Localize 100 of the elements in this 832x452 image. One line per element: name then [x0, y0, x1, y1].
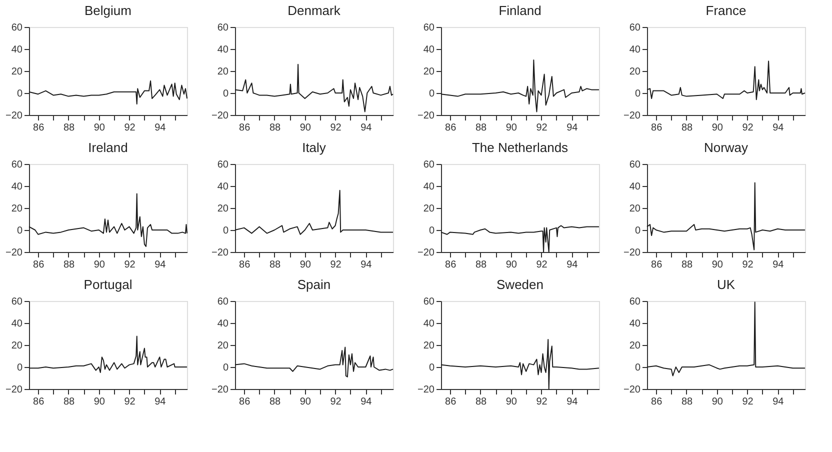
x-tick-label: 90 — [712, 396, 724, 408]
x-tick-label: 92 — [536, 260, 548, 270]
x-tick-label: 88 — [269, 122, 281, 134]
x-tick-label: 90 — [94, 260, 106, 270]
x-tick-label: 90 — [506, 122, 518, 134]
y-tick-label: 40 — [11, 182, 23, 192]
x-tick-label: 88 — [63, 122, 75, 134]
y-tick-label: −20 — [418, 384, 435, 396]
y-tick-label: −20 — [624, 110, 641, 122]
y-tick-label: 0 — [634, 362, 641, 374]
y-tick-label: −20 — [212, 110, 229, 122]
x-tick-label: 94 — [566, 260, 578, 270]
x-tick-label: 88 — [681, 122, 693, 134]
y-tick-label: 20 — [11, 66, 23, 78]
x-tick-label: 92 — [742, 122, 754, 134]
line-series — [440, 60, 600, 112]
x-tick-label: 88 — [269, 260, 281, 270]
y-tick-label: 0 — [222, 88, 229, 100]
x-tick-label: 88 — [475, 396, 487, 408]
x-tick-label: 94 — [772, 122, 784, 134]
x-tick-label: 86 — [445, 260, 457, 270]
y-tick-label: 60 — [423, 22, 435, 34]
x-tick-label: 86 — [445, 396, 457, 408]
y-tick-label: 20 — [423, 340, 435, 352]
y-tick-label: 0 — [634, 226, 641, 236]
x-tick-label: 86 — [239, 122, 251, 134]
chart-title: UK — [716, 277, 736, 292]
y-tick-label: 40 — [629, 182, 641, 192]
y-tick-label: 20 — [629, 204, 641, 214]
y-tick-label: 60 — [11, 22, 23, 34]
y-tick-label: 60 — [629, 160, 641, 170]
y-tick-label: 0 — [16, 88, 23, 100]
line-series — [234, 190, 394, 235]
x-tick-label: 94 — [360, 260, 372, 270]
chart-title: Belgium — [84, 3, 132, 18]
x-tick-label: 94 — [154, 260, 166, 270]
chart-title: Norway — [704, 140, 749, 155]
x-tick-label: 92 — [124, 396, 136, 408]
y-tick-label: 0 — [16, 362, 23, 374]
x-tick-label: 94 — [360, 396, 372, 408]
chart-title: Portugal — [84, 277, 132, 292]
x-tick-label: 86 — [651, 396, 663, 408]
y-tick-label: 40 — [11, 318, 23, 330]
x-tick-label: 94 — [566, 122, 578, 134]
y-tick-label: −20 — [418, 248, 435, 258]
x-tick-label: 90 — [94, 396, 106, 408]
x-tick-label: 92 — [536, 396, 548, 408]
x-tick-label: 92 — [742, 396, 754, 408]
y-tick-label: 40 — [423, 318, 435, 330]
x-tick-label: 94 — [566, 396, 578, 408]
y-tick-label: 40 — [423, 44, 435, 56]
y-tick-label: 40 — [629, 318, 641, 330]
chart-title: The Netherlands — [472, 140, 569, 155]
chart-title: Sweden — [496, 277, 544, 292]
chart-title: Spain — [297, 277, 331, 292]
x-tick-label: 88 — [63, 396, 75, 408]
x-tick-label: 94 — [360, 122, 372, 134]
y-tick-label: 20 — [11, 204, 23, 214]
x-tick-label: 86 — [33, 122, 45, 134]
y-tick-label: 60 — [217, 22, 229, 34]
y-tick-label: 40 — [423, 182, 435, 192]
y-tick-label: 60 — [11, 160, 23, 170]
x-tick-label: 90 — [712, 122, 724, 134]
x-tick-label: 92 — [330, 122, 342, 134]
x-tick-label: 92 — [742, 260, 754, 270]
x-tick-label: 86 — [33, 396, 45, 408]
x-tick-label: 94 — [772, 396, 784, 408]
y-tick-label: 20 — [11, 340, 23, 352]
y-tick-label: −20 — [212, 248, 229, 258]
x-tick-label: 92 — [536, 122, 548, 134]
chart-title: Italy — [302, 140, 326, 155]
y-tick-label: −20 — [212, 384, 229, 396]
y-tick-label: 20 — [423, 204, 435, 214]
y-tick-label: 40 — [11, 44, 23, 56]
x-tick-label: 88 — [475, 122, 487, 134]
y-tick-label: 20 — [629, 340, 641, 352]
x-tick-label: 90 — [300, 396, 312, 408]
x-tick-label: 90 — [506, 260, 518, 270]
line-series — [28, 336, 188, 373]
line-series — [28, 193, 188, 247]
x-tick-label: 88 — [681, 260, 693, 270]
x-tick-label: 86 — [445, 122, 457, 134]
y-tick-label: 40 — [217, 318, 229, 330]
y-tick-label: 0 — [428, 226, 435, 236]
x-tick-label: 92 — [124, 260, 136, 270]
x-tick-label: 90 — [712, 260, 724, 270]
line-series — [28, 80, 188, 104]
y-tick-label: 20 — [423, 66, 435, 78]
x-tick-label: 86 — [239, 260, 251, 270]
line-series — [234, 64, 394, 112]
y-tick-label: 0 — [222, 362, 229, 374]
x-tick-label: 90 — [506, 396, 518, 408]
y-tick-label: 40 — [629, 44, 641, 56]
y-tick-label: 0 — [634, 88, 641, 100]
x-tick-label: 86 — [651, 260, 663, 270]
x-tick-label: 92 — [330, 260, 342, 270]
x-tick-label: 92 — [124, 122, 136, 134]
y-tick-label: 20 — [217, 340, 229, 352]
chart-title: Finland — [498, 3, 542, 18]
y-tick-label: 60 — [217, 160, 229, 170]
